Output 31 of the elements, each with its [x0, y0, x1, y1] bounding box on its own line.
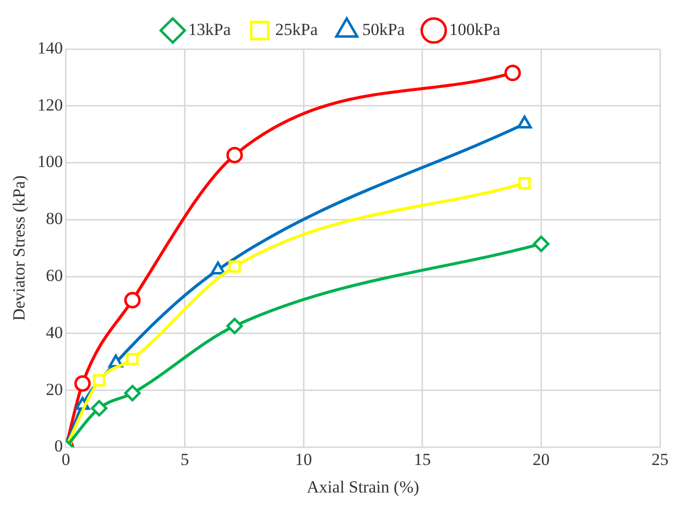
x-axis-title: Axial Strain (%) [306, 477, 420, 496]
point [504, 64, 521, 82]
y-tick-label: 20 [46, 380, 63, 399]
point [518, 177, 531, 190]
x-tick-label: 10 [295, 450, 312, 469]
point [532, 236, 550, 252]
y-tick-label: 140 [37, 38, 63, 58]
y-tick-label: 60 [46, 266, 63, 286]
point [126, 352, 139, 366]
point [74, 375, 91, 392]
x-tick-label: 5 [180, 450, 189, 469]
point [226, 318, 243, 334]
legend-label: 25kPa [275, 20, 318, 39]
legend-label: 50kPa [362, 20, 406, 39]
point [90, 400, 108, 416]
y-tick-label: 0 [54, 436, 63, 456]
point [228, 260, 241, 273]
point [92, 374, 106, 387]
point [226, 146, 243, 164]
y-tick-label: 100 [37, 152, 63, 172]
legend-label: 13kPa [188, 20, 232, 39]
y-tick-label: 80 [46, 209, 63, 228]
x-tick-label: 15 [414, 450, 431, 469]
legend-label: 100kPa [449, 20, 501, 39]
y-tick-label: 120 [37, 95, 63, 114]
y-axis-title: Deviator Stress (kPa) [10, 175, 29, 321]
point [124, 292, 141, 308]
x-tick-label: 20 [532, 450, 550, 469]
y-tick-label: 40 [46, 322, 63, 342]
x-tick-label: 25 [652, 450, 668, 469]
point [124, 384, 141, 402]
